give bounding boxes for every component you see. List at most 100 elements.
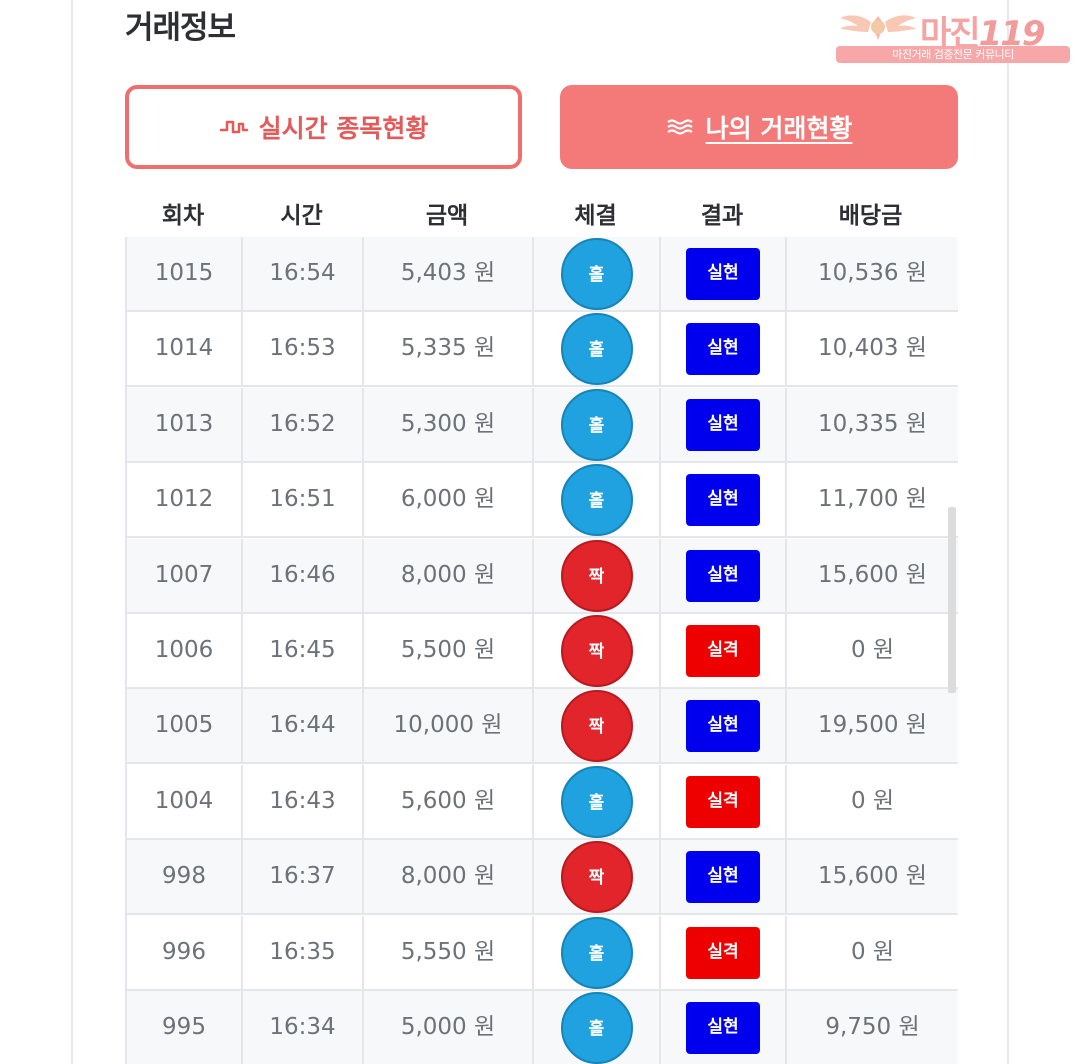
cell-pick: 짝	[534, 539, 661, 612]
cell-round: 998	[127, 840, 243, 913]
even-pick-ball: 짝	[560, 614, 633, 687]
cell-payout: 10,403 원	[818, 335, 927, 361]
table-row: 1006 16:45 5,500 원 짝 실격 0 원	[127, 614, 958, 689]
cell-amount: 5,300 원	[364, 388, 534, 461]
cell-payout: 19,500 원	[818, 712, 927, 738]
header-payout: 배당금	[838, 203, 903, 229]
tab-live-status[interactable]: 실시간 종목현황	[125, 85, 522, 169]
cell-payout: 11,700 원	[818, 486, 927, 512]
odd-pick-ball: 홀	[560, 916, 633, 989]
header-time: 시간	[280, 203, 323, 229]
cell-result: 실격	[661, 614, 787, 687]
pulse-icon	[219, 120, 248, 134]
odd-pick-ball: 홀	[560, 765, 633, 838]
even-pick-ball: 짝	[560, 689, 633, 762]
cell-payout: 0 원	[850, 939, 895, 965]
cell-time: 16:54	[243, 237, 364, 310]
result-badge-failed: 실격	[686, 926, 760, 979]
cell-round: 1012	[127, 463, 243, 536]
table-row: 1014 16:53 5,335 원 홀 실현 10,403 원	[127, 312, 958, 387]
header-result: 결과	[700, 203, 744, 229]
logo-tagline: 마진거래 검증전문 커뮤니티	[836, 46, 1070, 63]
cell-amount: 5,000 원	[364, 991, 534, 1064]
odd-pick-ball: 홀	[560, 388, 633, 461]
table-row: 1015 16:54 5,403 원 홀 실현 10,536 원	[127, 237, 958, 312]
cell-pick: 짝	[534, 840, 661, 913]
cell-round: 1004	[127, 765, 243, 838]
cell-time: 16:53	[243, 312, 364, 385]
header-amount: 금액	[425, 203, 469, 229]
trade-table-body[interactable]: 1015 16:54 5,403 원 홀 실현 10,536 원 1014 16:53 5,33…	[125, 237, 958, 1064]
odd-pick-ball: 홀	[560, 237, 633, 310]
cell-pick: 홀	[534, 991, 661, 1064]
cell-pick: 홀	[534, 388, 661, 461]
cell-round: 1013	[127, 388, 243, 461]
cell-pick: 짝	[534, 689, 661, 762]
cell-result: 실현	[661, 689, 787, 762]
cell-payout: 9,750 원	[825, 1014, 920, 1040]
header-round: 회차	[161, 203, 205, 229]
cell-payout: 15,600 원	[818, 562, 927, 588]
table-row: 996 16:35 5,550 원 홀 실격 0 원	[127, 916, 958, 991]
cell-round: 1015	[127, 237, 243, 310]
cell-result: 실현	[661, 312, 787, 385]
cell-amount: 5,403 원	[364, 237, 534, 310]
cell-payout: 10,335 원	[818, 411, 927, 437]
cell-time: 16:43	[243, 765, 364, 838]
table-row: 1013 16:52 5,300 원 홀 실현 10,335 원	[127, 388, 958, 463]
even-pick-ball: 짝	[560, 840, 633, 913]
result-badge-realized: 실현	[686, 322, 760, 375]
table-row: 1007 16:46 8,000 원 짝 실현 15,600 원	[127, 539, 958, 614]
table-row: 998 16:37 8,000 원 짝 실현 15,600 원	[127, 840, 958, 915]
cell-pick: 홀	[534, 916, 661, 989]
cell-payout: 0 원	[850, 637, 895, 663]
cell-time: 16:34	[243, 991, 364, 1064]
cell-round: 1005	[127, 689, 243, 762]
cell-round: 995	[127, 991, 243, 1064]
cell-pick: 짝	[534, 614, 661, 687]
cell-amount: 5,500 원	[364, 614, 534, 687]
cell-result: 실현	[661, 539, 787, 612]
result-badge-realized: 실현	[686, 247, 760, 300]
result-badge-realized: 실현	[686, 398, 760, 451]
cell-time: 16:52	[243, 388, 364, 461]
cell-time: 16:51	[243, 463, 364, 536]
result-badge-failed: 실격	[686, 775, 760, 828]
tab-my-trades-label: 나의 거래현황	[705, 114, 853, 143]
odd-pick-ball: 홀	[560, 991, 633, 1064]
cell-result: 실현	[661, 463, 787, 536]
table-row: 995 16:34 5,000 원 홀 실현 9,750 원	[127, 991, 958, 1064]
result-badge-realized: 실현	[686, 699, 760, 752]
tab-live-status-label: 실시간 종목현황	[258, 114, 429, 143]
cell-round: 1006	[127, 614, 243, 687]
scrollbar-thumb[interactable]	[948, 507, 956, 693]
cell-amount: 10,000 원	[364, 689, 534, 762]
page-title: 거래정보	[125, 10, 236, 46]
cell-payout: 10,536 원	[818, 260, 927, 286]
cell-pick: 홀	[534, 463, 661, 536]
cell-result: 실현	[661, 388, 787, 461]
table-header: 회차 시간 금액 체결 결과 배당금	[125, 195, 958, 237]
cell-time: 16:44	[243, 689, 364, 762]
odd-pick-ball: 홀	[560, 463, 633, 536]
content-frame	[71, 0, 1009, 1064]
cell-result: 실격	[661, 765, 787, 838]
result-badge-realized: 실현	[686, 1001, 760, 1054]
cell-amount: 8,000 원	[364, 840, 534, 913]
tab-my-trades[interactable]: 나의 거래현황	[560, 85, 958, 169]
cell-pick: 홀	[534, 765, 661, 838]
cell-result: 실격	[661, 916, 787, 989]
cell-time: 16:45	[243, 614, 364, 687]
cell-payout: 0 원	[850, 788, 895, 814]
result-badge-realized: 실현	[686, 549, 760, 602]
cell-pick: 홀	[534, 237, 661, 310]
site-logo[interactable]: 마진119 마진거래 검증전문 커뮤니티	[836, 8, 1070, 64]
wings-emblem-icon	[840, 15, 916, 40]
cell-amount: 5,335 원	[364, 312, 534, 385]
table-row: 1012 16:51 6,000 원 홀 실현 11,700 원	[127, 463, 958, 538]
cell-round: 1014	[127, 312, 243, 385]
odd-pick-ball: 홀	[560, 312, 633, 385]
cell-payout: 15,600 원	[818, 863, 927, 889]
cell-amount: 5,600 원	[364, 765, 534, 838]
cell-amount: 8,000 원	[364, 539, 534, 612]
